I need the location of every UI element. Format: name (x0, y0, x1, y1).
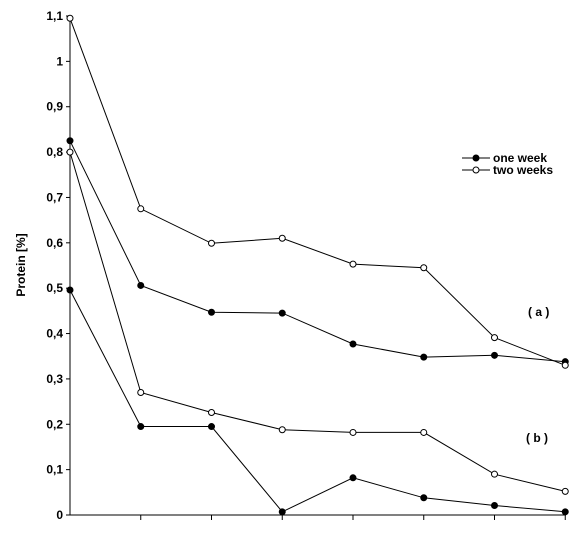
data-point-two-weeks-a (208, 239, 215, 247)
annotation-a: ( a ) (528, 305, 549, 319)
axes: 0 0,1 0,2 0,3 0,4 0,5 0,6 0,7 0,8 0,9 1 1,1 (46, 9, 566, 522)
data-point-two-weeks-b (420, 428, 428, 436)
data-point-one-week-b (491, 501, 498, 509)
data-point-one-week-b (66, 286, 74, 294)
data-point-two-weeks-b (278, 426, 286, 434)
data-point-two-weeks-b (66, 148, 74, 156)
y-tick-label: 0,5 (46, 281, 63, 295)
y-tick-label: 0,2 (46, 417, 63, 431)
markers-layer (66, 14, 569, 516)
y-tick-label: 1 (56, 54, 63, 68)
data-point-one-week-a (208, 308, 215, 316)
y-tick-label: 0,6 (46, 236, 63, 250)
data-point-one-week-b (137, 423, 145, 431)
data-point-two-weeks-a (420, 264, 428, 272)
series-line-one-week-a (69, 140, 566, 363)
series-line-two-weeks-a (69, 18, 566, 366)
data-point-one-week-b (349, 474, 357, 482)
data-point-two-weeks-b (349, 428, 357, 436)
y-axis-title: Protein [%] (14, 233, 28, 296)
data-point-one-week-b (278, 508, 286, 516)
y-tick-label: 1,1 (46, 9, 63, 23)
data-point-two-weeks-a (66, 14, 74, 22)
data-point-one-week-a (349, 340, 357, 348)
data-point-two-weeks-a (561, 361, 569, 369)
series-line-two-weeks-b (69, 151, 566, 492)
data-point-one-week-b (561, 508, 569, 516)
data-point-one-week-a (66, 137, 74, 145)
y-tick-label: 0,4 (46, 327, 63, 341)
data-point-two-weeks-b (208, 408, 215, 416)
series-line-one-week-b (69, 289, 566, 513)
data-point-two-weeks-a (491, 334, 498, 342)
data-point-two-weeks-b (491, 470, 498, 478)
data-point-two-weeks-b (137, 389, 145, 397)
data-point-one-week-a (137, 281, 145, 289)
data-point-two-weeks-a (278, 234, 286, 242)
data-point-one-week-a (278, 309, 286, 317)
legend-marker-one-week (472, 154, 480, 162)
legend-label-one-week: one week (493, 151, 547, 165)
y-tick-label: 0,8 (46, 145, 63, 159)
legend-label-two-weeks: two weeks (493, 163, 553, 177)
data-point-two-weeks-a (137, 205, 145, 213)
y-tick-label: 0,9 (46, 100, 63, 114)
data-point-one-week-a (420, 353, 428, 361)
y-tick-label: 0,1 (46, 463, 63, 477)
legend: one week two weeks (462, 151, 553, 177)
data-point-two-weeks-a (349, 260, 357, 268)
legend-marker-two-weeks (472, 166, 480, 174)
data-point-one-week-a (491, 351, 498, 359)
y-tick-label: 0 (56, 508, 63, 522)
data-point-one-week-b (208, 423, 215, 431)
y-tick-label: 0,7 (46, 190, 63, 204)
data-point-two-weeks-b (561, 487, 569, 495)
data-point-one-week-b (420, 494, 428, 502)
annotation-b: ( b ) (526, 431, 548, 445)
y-tick-label: 0,3 (46, 372, 63, 386)
series-layer (69, 18, 566, 513)
